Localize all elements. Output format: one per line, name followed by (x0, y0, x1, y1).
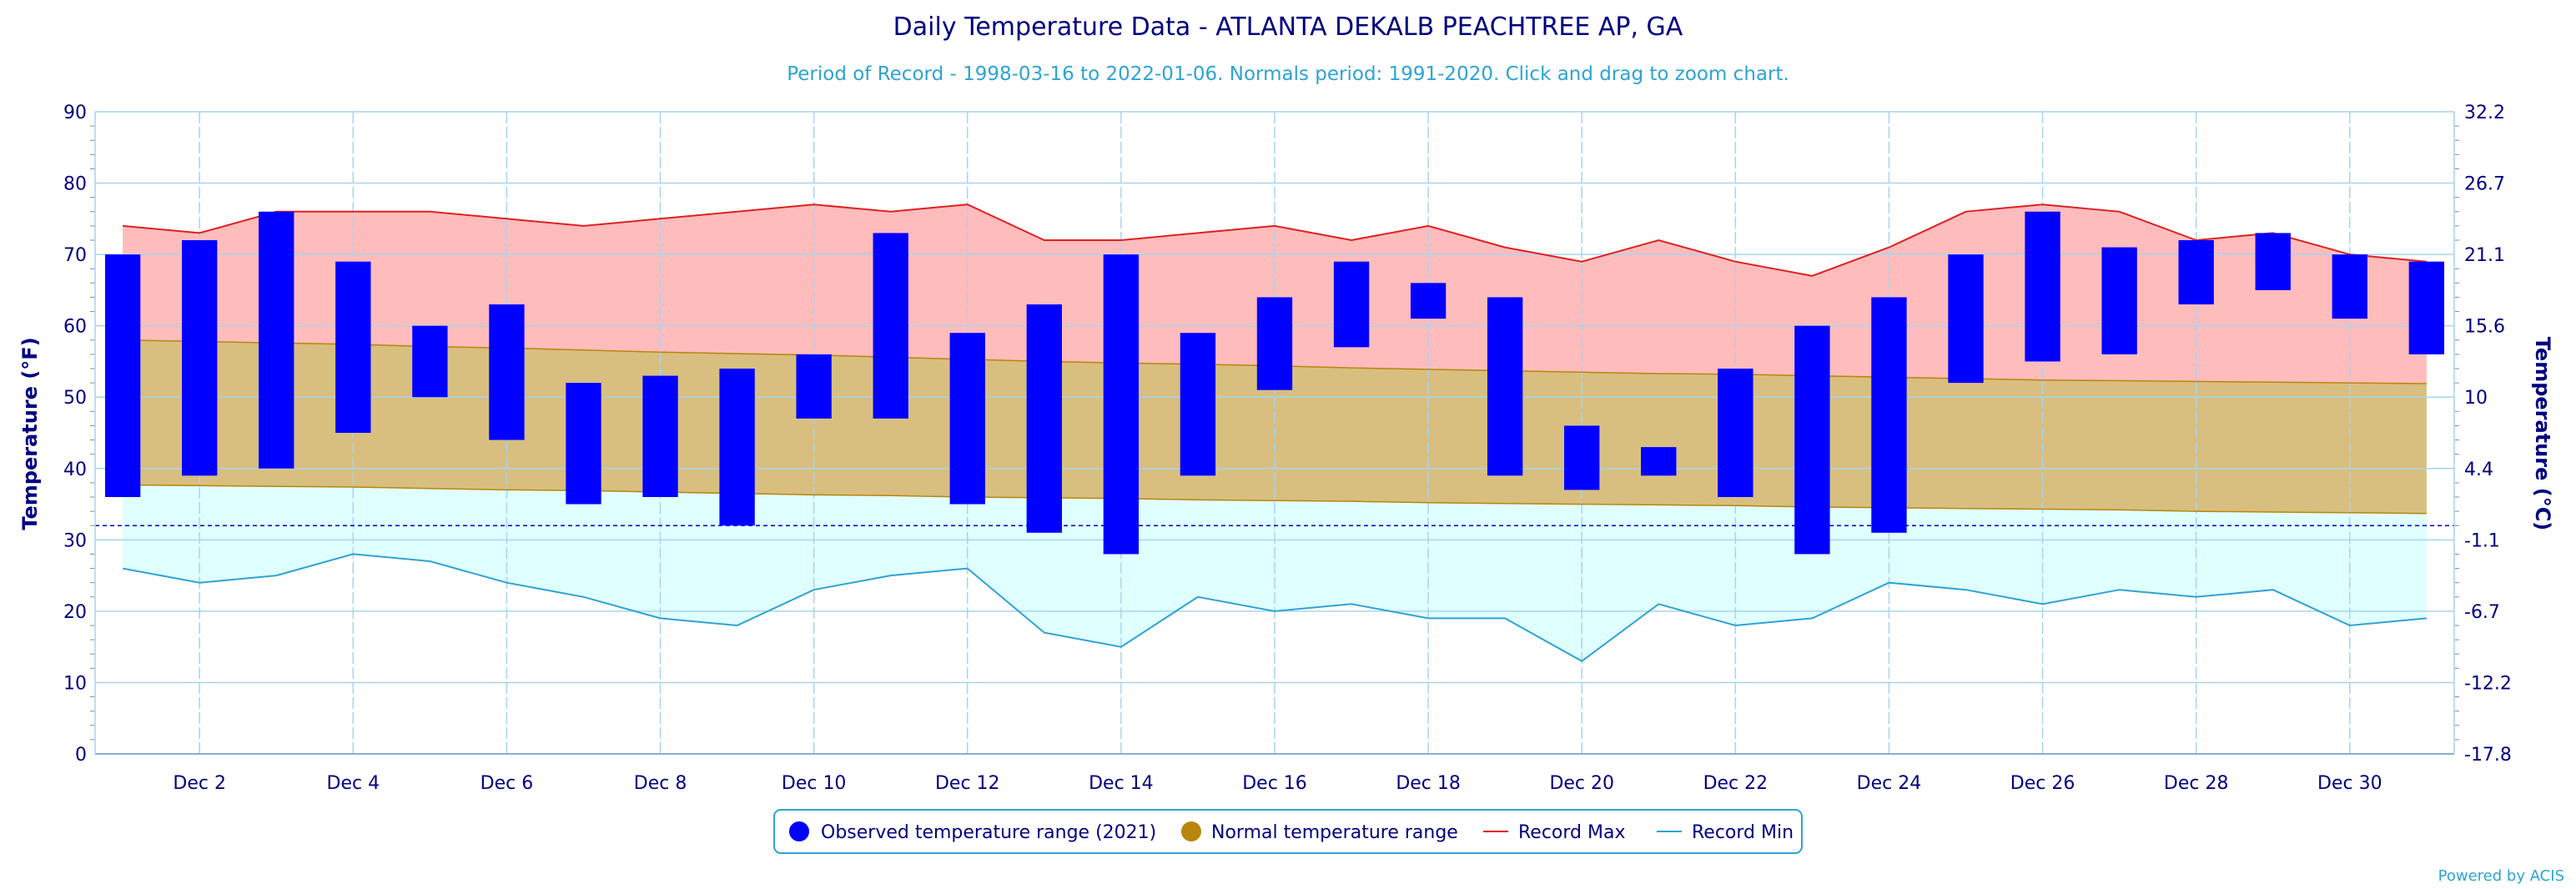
normal-range-area (123, 339, 2427, 514)
y-tick-label-right: 32.2 (2464, 103, 2505, 123)
record-min-line (122, 553, 2427, 662)
y-axis-title-left: Temperature (°F) (18, 337, 42, 530)
observed-range-bar[interactable] (1641, 447, 1677, 476)
chart-subtitle: Period of Record - 1998-03-16 to 2022-01… (787, 63, 1789, 85)
y-tick-label-right: -17.8 (2464, 745, 2512, 766)
y-tick-label-right: 15.6 (2464, 317, 2505, 338)
y-tick-label-right: 26.7 (2464, 174, 2505, 195)
observed-range-bar[interactable] (566, 383, 601, 505)
y-axis-title-right: Temperature (°C) (2531, 337, 2554, 531)
y-tick-label-left: 50 (63, 388, 87, 409)
observed-range-bar[interactable] (1256, 297, 1293, 390)
observed-range-bar[interactable] (2255, 233, 2291, 290)
observed-range-bar[interactable] (2025, 211, 2060, 362)
observed-range-bar[interactable] (1487, 297, 1523, 476)
observed-range-bar[interactable] (1871, 297, 1907, 533)
observed-range-bar[interactable] (412, 325, 448, 398)
legend-label-record-min: Record Min (1692, 822, 1794, 843)
legend-item-observed[interactable]: Observed temperature range (2021) (789, 821, 1156, 843)
y-tick-label-right: -12.2 (2464, 673, 2512, 694)
observed-range-bar[interactable] (796, 354, 832, 419)
observed-range-bar[interactable] (1718, 369, 1753, 497)
observed-range-bar[interactable] (1180, 333, 1216, 476)
y-tick-label-left: 20 (63, 602, 87, 623)
legend-item-record-min[interactable]: Record Min (1657, 822, 1794, 843)
x-tick-label: Dec 8 (634, 773, 687, 794)
observed-range-bar[interactable] (2408, 261, 2445, 354)
x-tick-label: Dec 14 (1089, 773, 1154, 794)
observed-range-bar[interactable] (1103, 254, 1140, 555)
observed-range-bar[interactable] (1948, 254, 1984, 384)
y-tick-label-right: -6.7 (2464, 602, 2500, 623)
y-tick-label-left: 80 (63, 174, 87, 195)
y-tick-label-left: 70 (63, 245, 87, 266)
y-tick-label-left: 10 (63, 673, 87, 694)
legend-item-record-max[interactable]: Record Max (1483, 822, 1626, 843)
observed-range-bar[interactable] (1333, 261, 1370, 348)
legend-box (773, 809, 1803, 854)
x-tick-label: Dec 2 (173, 773, 226, 794)
legend: Observed temperature range (2021) Normal… (773, 809, 1803, 854)
y-tick-label-left: 60 (63, 317, 87, 338)
y-tick-label-right: 21.1 (2464, 245, 2505, 266)
normal-low-line (123, 484, 2427, 515)
legend-label-record-max: Record Max (1518, 822, 1626, 843)
x-tick-label: Dec 18 (1396, 773, 1461, 794)
observed-range-bar[interactable] (1794, 325, 1830, 555)
tick-labels: 0 -17.8 10 -12.2 20 -6.7 30 -1.1 40 4.4 50 10 60 15.6… (63, 103, 2512, 794)
x-tick-label: Dec 12 (935, 773, 1000, 794)
credit-link[interactable]: Powered by ACIS (2438, 867, 2564, 885)
legend-label-observed: Observed temperature range (2021) (821, 822, 1156, 843)
observed-range-bar[interactable] (259, 211, 294, 469)
y-tick-label-right: 4.4 (2464, 460, 2493, 480)
observed-range-bar[interactable] (1564, 425, 1600, 490)
y-tick-label-left: 90 (63, 103, 87, 123)
x-tick-label: Dec 10 (782, 773, 847, 794)
x-tick-label: Dec 26 (2010, 773, 2075, 794)
x-tick-label: Dec 4 (327, 773, 380, 794)
y-tick-label-left: 0 (75, 745, 87, 766)
observed-range-bar[interactable] (949, 333, 985, 505)
plot-area[interactable]: 0 -17.8 10 -12.2 20 -6.7 30 -1.1 40 4.4 50 10 60 15.6… (63, 103, 2512, 794)
x-tick-label: Dec 20 (1549, 773, 1614, 794)
x-tick-label: Dec 28 (2164, 773, 2229, 794)
x-tick-label: Dec 16 (1242, 773, 1307, 794)
observed-range-bar[interactable] (2101, 247, 2137, 354)
observed-range-bar[interactable] (719, 369, 755, 526)
observed-range-bar[interactable] (642, 375, 678, 497)
observed-range-bar[interactable] (1026, 304, 1063, 533)
observed-range-bar[interactable] (489, 304, 525, 440)
y-tick-label-left: 40 (63, 460, 87, 480)
chart-title: Daily Temperature Data - ATLANTA DEKALB … (893, 13, 1683, 42)
observed-range-bar[interactable] (2178, 240, 2214, 304)
legend-item-normal[interactable]: Normal temperature range (1181, 821, 1458, 843)
legend-symbol-normal (1181, 821, 1201, 841)
observed-range-bar[interactable] (1410, 283, 1446, 319)
observed-range-bar[interactable] (104, 254, 141, 497)
observed-range-bar[interactable] (873, 233, 908, 419)
x-tick-label: Dec 22 (1703, 773, 1768, 794)
observed-range-bar[interactable] (182, 240, 218, 476)
observed-range-bar[interactable] (335, 261, 371, 433)
y-tick-label-right: 10 (2464, 388, 2488, 409)
observed-range-bar[interactable] (2332, 254, 2367, 319)
observed-range-bars (104, 211, 2445, 555)
x-tick-label: Dec 24 (1857, 773, 1922, 794)
x-tick-label: Dec 6 (480, 773, 534, 794)
record-max-line (123, 203, 2427, 277)
y-tick-label-left: 30 (63, 530, 87, 551)
legend-label-normal: Normal temperature range (1211, 822, 1458, 843)
x-tick-label: Dec 30 (2317, 773, 2382, 794)
y-tick-label-right: -1.1 (2464, 530, 2500, 551)
legend-symbol-observed (789, 821, 809, 841)
